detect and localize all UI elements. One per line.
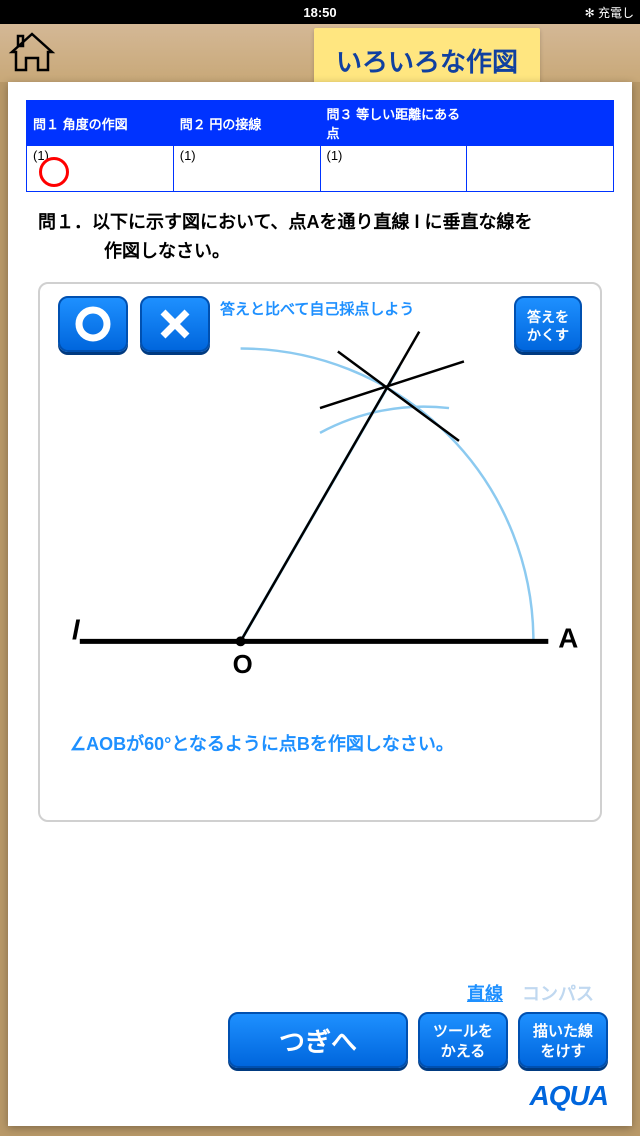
label-A: A	[558, 622, 578, 653]
correct-mark-icon	[39, 157, 69, 187]
erase-button[interactable]: 描いた線 をけす	[518, 1012, 608, 1068]
col-header: 問３ 等しい距離にある点	[320, 101, 467, 146]
next-button[interactable]: つぎへ	[228, 1012, 408, 1068]
status-time: 18:50	[303, 5, 336, 20]
bottom-buttons: つぎへ ツールを かえる 描いた線 をけす	[228, 1012, 608, 1068]
problem-table: 問１ 角度の作図 問２ 円の接線 問３ 等しい距離にある点 (1) (1) (1…	[26, 100, 614, 192]
table-cell[interactable]	[467, 146, 614, 192]
table-cell[interactable]: (1)	[27, 146, 174, 192]
tool-selector: 直線 コンパス	[467, 980, 594, 1006]
status-battery: ✻ 充電し	[585, 4, 634, 21]
drawing-canvas[interactable]: 答えと比べて自己採点しよう 答えを かくす l A O ∠AOBが60°となるよ…	[38, 282, 602, 822]
col-header: 問１ 角度の作図	[27, 101, 174, 146]
table-cell[interactable]: (1)	[320, 146, 467, 192]
header: いろいろな作図	[0, 24, 640, 82]
brand-logo: AQUA	[530, 1080, 608, 1112]
tool-line[interactable]: 直線	[467, 984, 503, 1004]
label-l: l	[72, 614, 81, 645]
col-header: 問２ 円の接線	[173, 101, 320, 146]
table-cell[interactable]: (1)	[173, 146, 320, 192]
status-bar: 18:50 ✻ 充電し	[0, 0, 640, 24]
home-icon[interactable]	[8, 30, 56, 72]
change-tool-button[interactable]: ツールを かえる	[418, 1012, 508, 1068]
label-O: O	[233, 651, 253, 679]
page: 問１ 角度の作図 問２ 円の接線 問３ 等しい距離にある点 (1) (1) (1…	[8, 82, 632, 1126]
question-text: 問１．以下に示す図において、点Aを通り直線 l に垂直な線を 作図しなさい。	[26, 208, 614, 266]
page-title: いろいろな作図	[314, 28, 540, 87]
col-header	[467, 101, 614, 146]
hint-text: ∠AOBが60°となるように点Bを作図しなさい。	[70, 730, 454, 756]
tool-compass[interactable]: コンパス	[522, 984, 594, 1004]
